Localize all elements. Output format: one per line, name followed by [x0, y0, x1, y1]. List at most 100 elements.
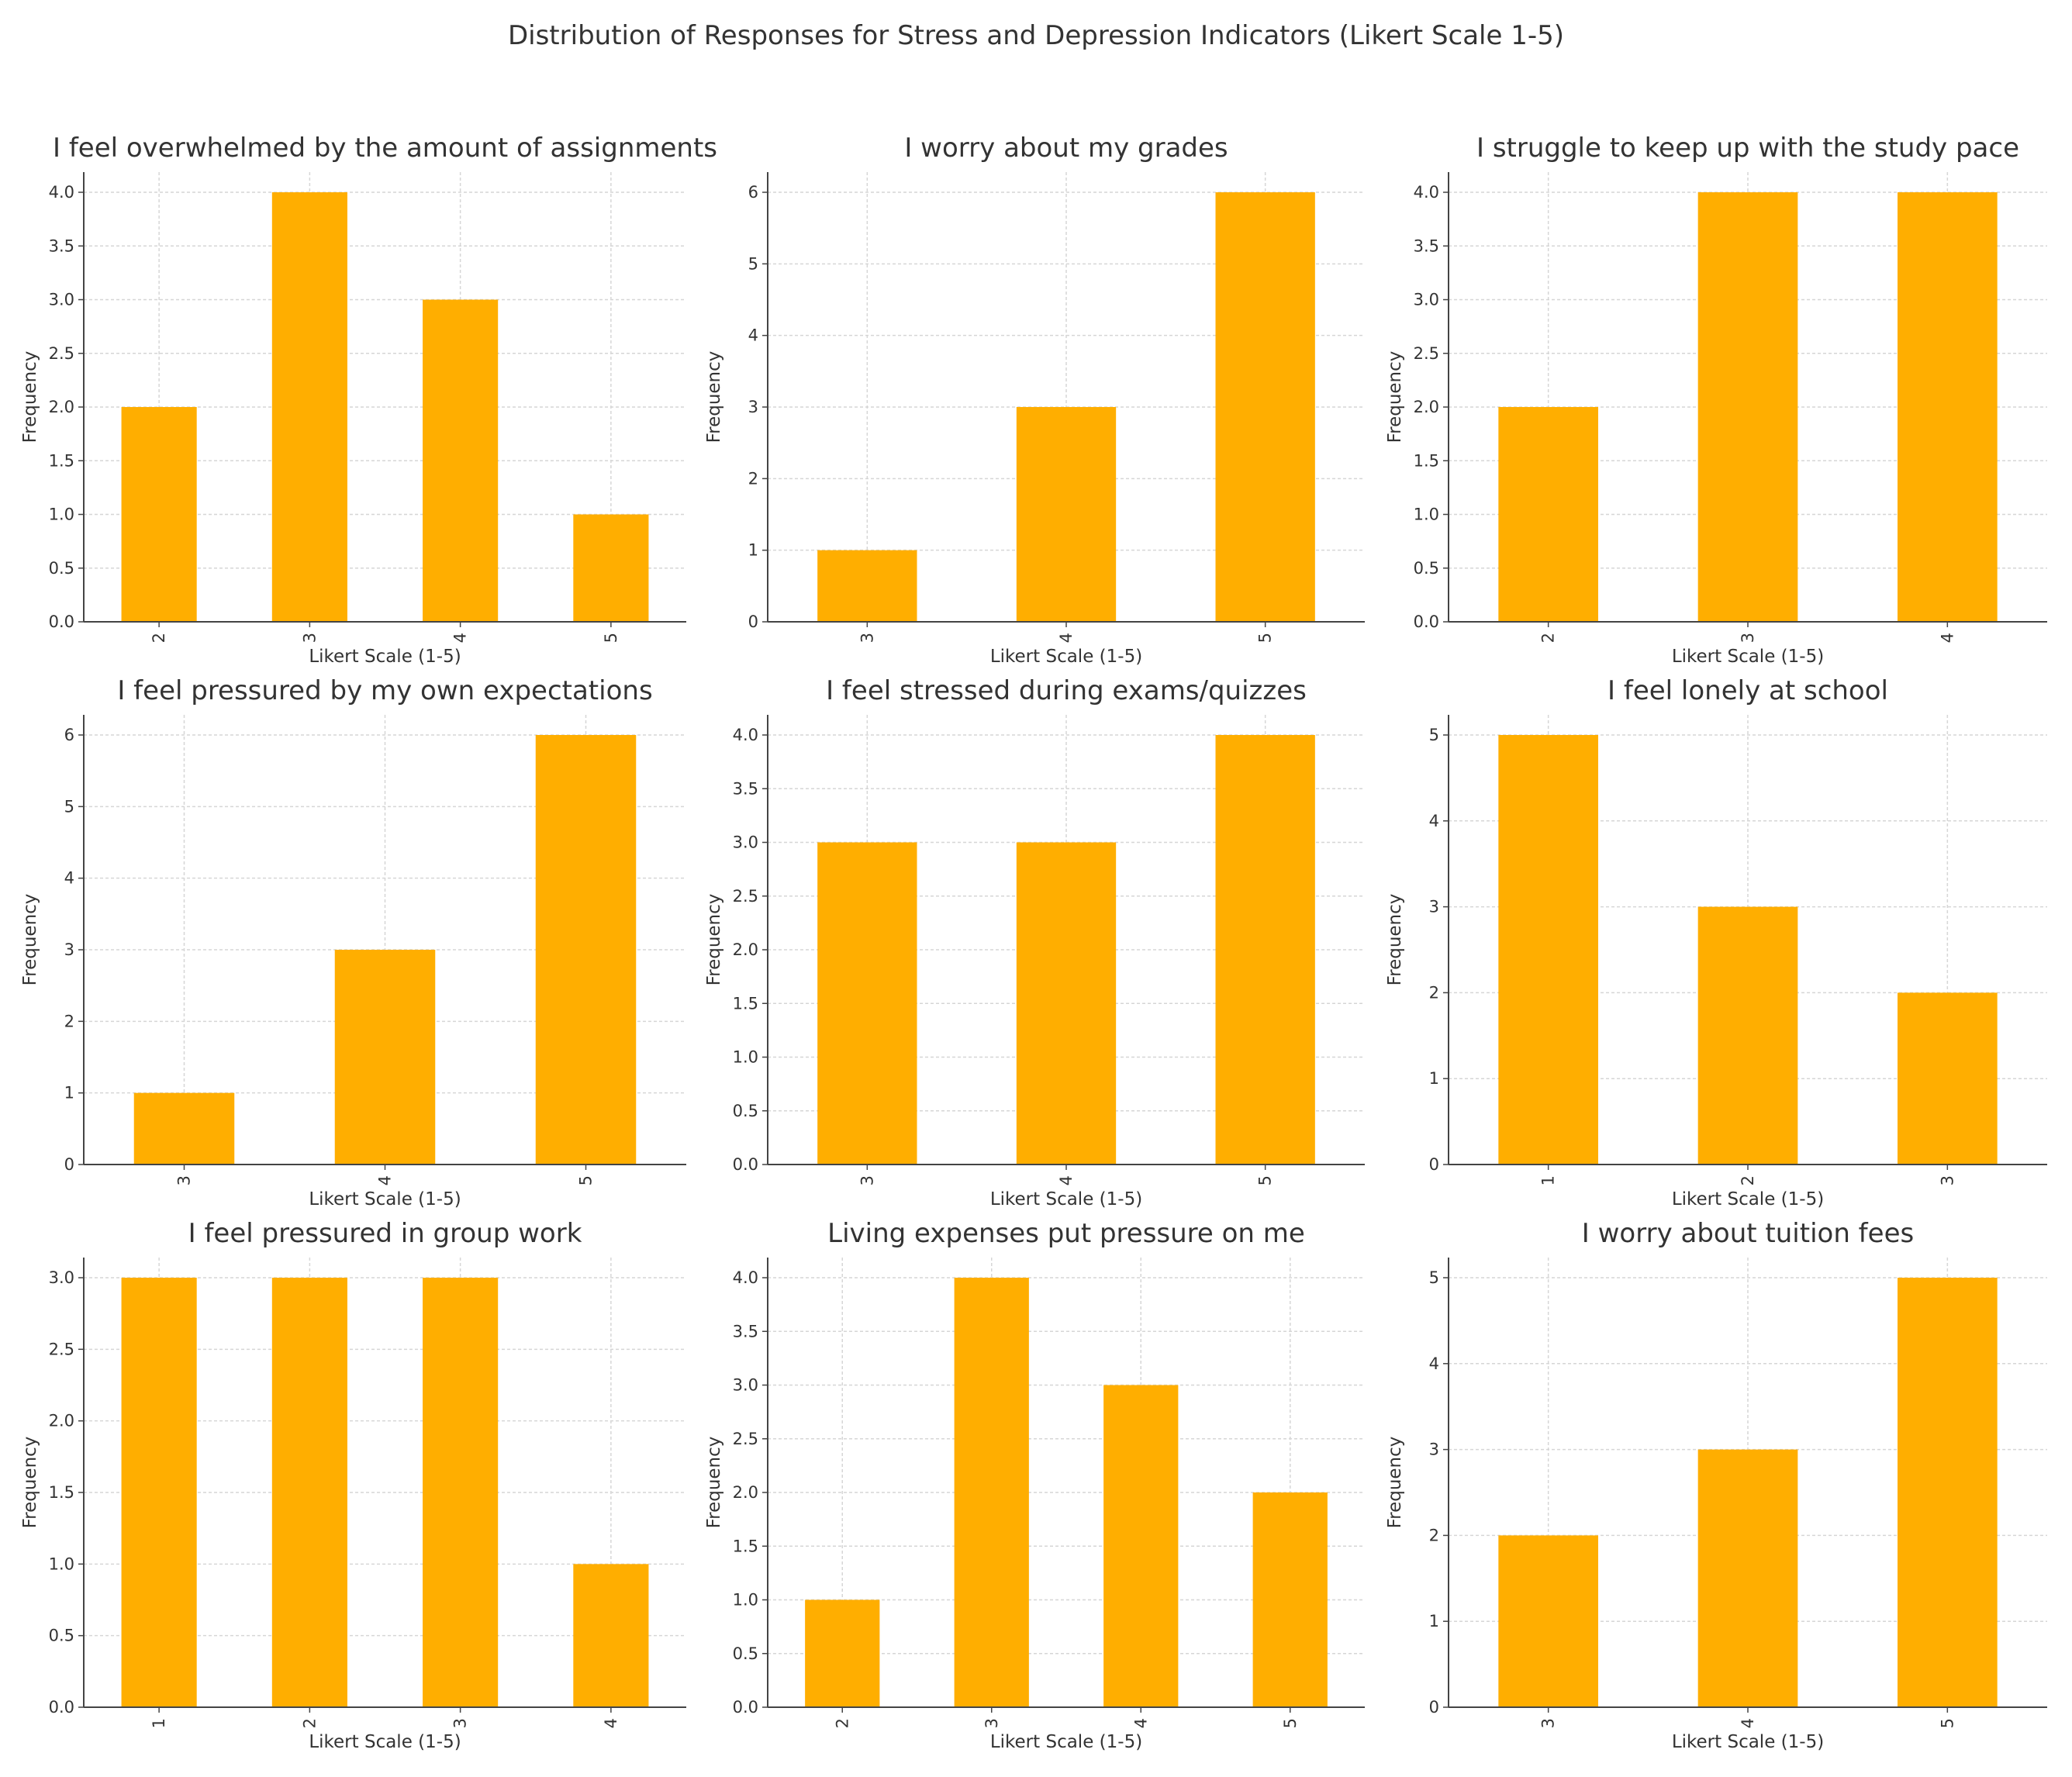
x-tick-label: 1	[150, 1718, 168, 1728]
subplot-4: I feel pressured by my own expectations 0…	[20, 675, 686, 1209]
subplot-title: I feel overwhelmed by the amount of assi…	[53, 133, 717, 164]
y-tick-label: 3.0	[49, 291, 74, 309]
x-tick-label: 3	[175, 1175, 194, 1185]
y-axis-label: Frequency	[1385, 351, 1405, 443]
subplot-9: I worry about tuition fees 0 1 2 3 4 5 3 4 5 Liker…	[1385, 1218, 2047, 1752]
x-tick-label: 3	[1739, 633, 1757, 643]
bar-2	[1697, 906, 1798, 1165]
bar-2	[121, 407, 197, 622]
x-tick-label: 3	[982, 1718, 1001, 1728]
x-axis-label: Likert Scale (1-5)	[309, 1732, 461, 1752]
y-tick-label: 2.0	[1414, 398, 1439, 416]
y-tick-label: 0.5	[49, 559, 74, 578]
bar-4	[334, 950, 436, 1165]
x-axis-label: Likert Scale (1-5)	[990, 1189, 1142, 1209]
bar-4	[1016, 407, 1117, 622]
y-tick-label: 1.5	[1414, 451, 1439, 470]
x-tick-label: 4	[1057, 633, 1076, 643]
y-tick-label: 3.5	[1414, 236, 1439, 255]
y-tick-label: 2.5	[733, 887, 758, 906]
bar-5	[573, 514, 649, 622]
x-axis-label: Likert Scale (1-5)	[1672, 1189, 1824, 1209]
x-tick-label: 4	[376, 1175, 395, 1185]
bar-3	[817, 550, 917, 622]
bar-3	[1498, 1535, 1598, 1707]
y-tick-label: 5	[1429, 726, 1439, 744]
y-tick-label: 2.0	[49, 398, 74, 416]
bar-3	[423, 1278, 499, 1707]
bar-4	[573, 1564, 649, 1707]
x-tick-label: 4	[451, 633, 470, 643]
y-tick-label: 0.0	[49, 612, 74, 631]
y-tick-label: 4	[1429, 1354, 1439, 1373]
y-tick-label: 0	[748, 612, 758, 631]
y-axis-label: Frequency	[1385, 894, 1405, 986]
x-tick-label: 1	[1539, 1175, 1558, 1185]
y-tick-label: 1.0	[733, 1591, 758, 1610]
bar-5	[1252, 1492, 1328, 1707]
x-axis-label: Likert Scale (1-5)	[309, 1189, 461, 1209]
bar-5	[1215, 192, 1315, 622]
x-tick-label: 2	[1539, 633, 1558, 643]
bar-2	[805, 1599, 880, 1707]
y-tick-label: 1.0	[733, 1048, 758, 1067]
y-tick-label: 1	[1429, 1069, 1439, 1088]
y-axis-label: Frequency	[1385, 1437, 1405, 1529]
bar-2	[271, 1278, 347, 1707]
y-tick-label: 5	[1429, 1268, 1439, 1287]
y-tick-label: 2	[1429, 1526, 1439, 1544]
y-tick-label: 3.0	[733, 1376, 758, 1395]
y-tick-label: 0.0	[733, 1155, 758, 1174]
subplot-3: I struggle to keep up with the study pac…	[1385, 133, 2047, 667]
y-tick-label: 0.0	[1414, 612, 1439, 631]
y-tick-label: 0	[1429, 1698, 1439, 1717]
y-tick-label: 3	[1429, 1441, 1439, 1459]
y-tick-label: 2	[1429, 983, 1439, 1002]
bar-5	[1215, 735, 1315, 1165]
y-tick-label: 0	[64, 1155, 74, 1174]
bar-4	[1016, 842, 1117, 1165]
y-tick-label: 4.0	[49, 183, 74, 202]
subplot-title: I worry about my grades	[904, 133, 1228, 164]
y-tick-label: 2.5	[49, 1340, 74, 1358]
y-tick-label: 3.5	[49, 236, 74, 255]
x-tick-label: 4	[1938, 633, 1956, 643]
y-tick-label: 4.0	[733, 1268, 758, 1287]
y-tick-label: 3.5	[733, 1322, 758, 1341]
y-tick-label: 0.5	[1414, 559, 1439, 578]
y-tick-label: 0.0	[733, 1698, 758, 1717]
subplot-title: Living expenses put pressure on me	[827, 1218, 1305, 1249]
y-tick-label: 3	[748, 398, 758, 416]
subplot-title: I worry about tuition fees	[1582, 1218, 1914, 1249]
y-tick-label: 6	[748, 183, 758, 202]
y-axis-label: Frequency	[20, 1437, 40, 1529]
bar-3	[954, 1278, 1029, 1707]
x-tick-label: 5	[1256, 1175, 1275, 1185]
y-tick-label: 3.5	[733, 779, 758, 798]
bar-4	[1103, 1385, 1179, 1707]
y-tick-label: 1.0	[1414, 505, 1439, 524]
bar-3	[1697, 192, 1798, 622]
bar-4	[1898, 192, 1998, 622]
x-tick-label: 5	[602, 633, 620, 643]
bar-2	[1498, 407, 1598, 622]
subplot-8: Living expenses put pressure on me 0.0 0.5…	[704, 1218, 1365, 1752]
subplot-5: I feel stressed during exams/quizzes 0.0 0…	[704, 675, 1365, 1209]
x-axis-label: Likert Scale (1-5)	[1672, 647, 1824, 667]
x-axis-label: Likert Scale (1-5)	[990, 647, 1142, 667]
y-tick-label: 4	[748, 326, 758, 345]
y-tick-label: 0	[1429, 1155, 1439, 1174]
x-tick-label: 5	[1256, 633, 1275, 643]
x-tick-label: 4	[602, 1718, 620, 1728]
subplot-title: I feel pressured by my own expectations	[117, 675, 652, 706]
y-tick-label: 3.0	[49, 1268, 74, 1287]
bar-4	[423, 299, 499, 622]
bar-5	[1898, 1278, 1998, 1707]
y-tick-label: 2.0	[733, 940, 758, 959]
y-tick-label: 2.0	[733, 1483, 758, 1502]
y-tick-label: 5	[64, 797, 74, 816]
x-tick-label: 3	[451, 1718, 470, 1728]
y-axis-label: Frequency	[704, 894, 724, 986]
y-tick-label: 2	[64, 1012, 74, 1030]
